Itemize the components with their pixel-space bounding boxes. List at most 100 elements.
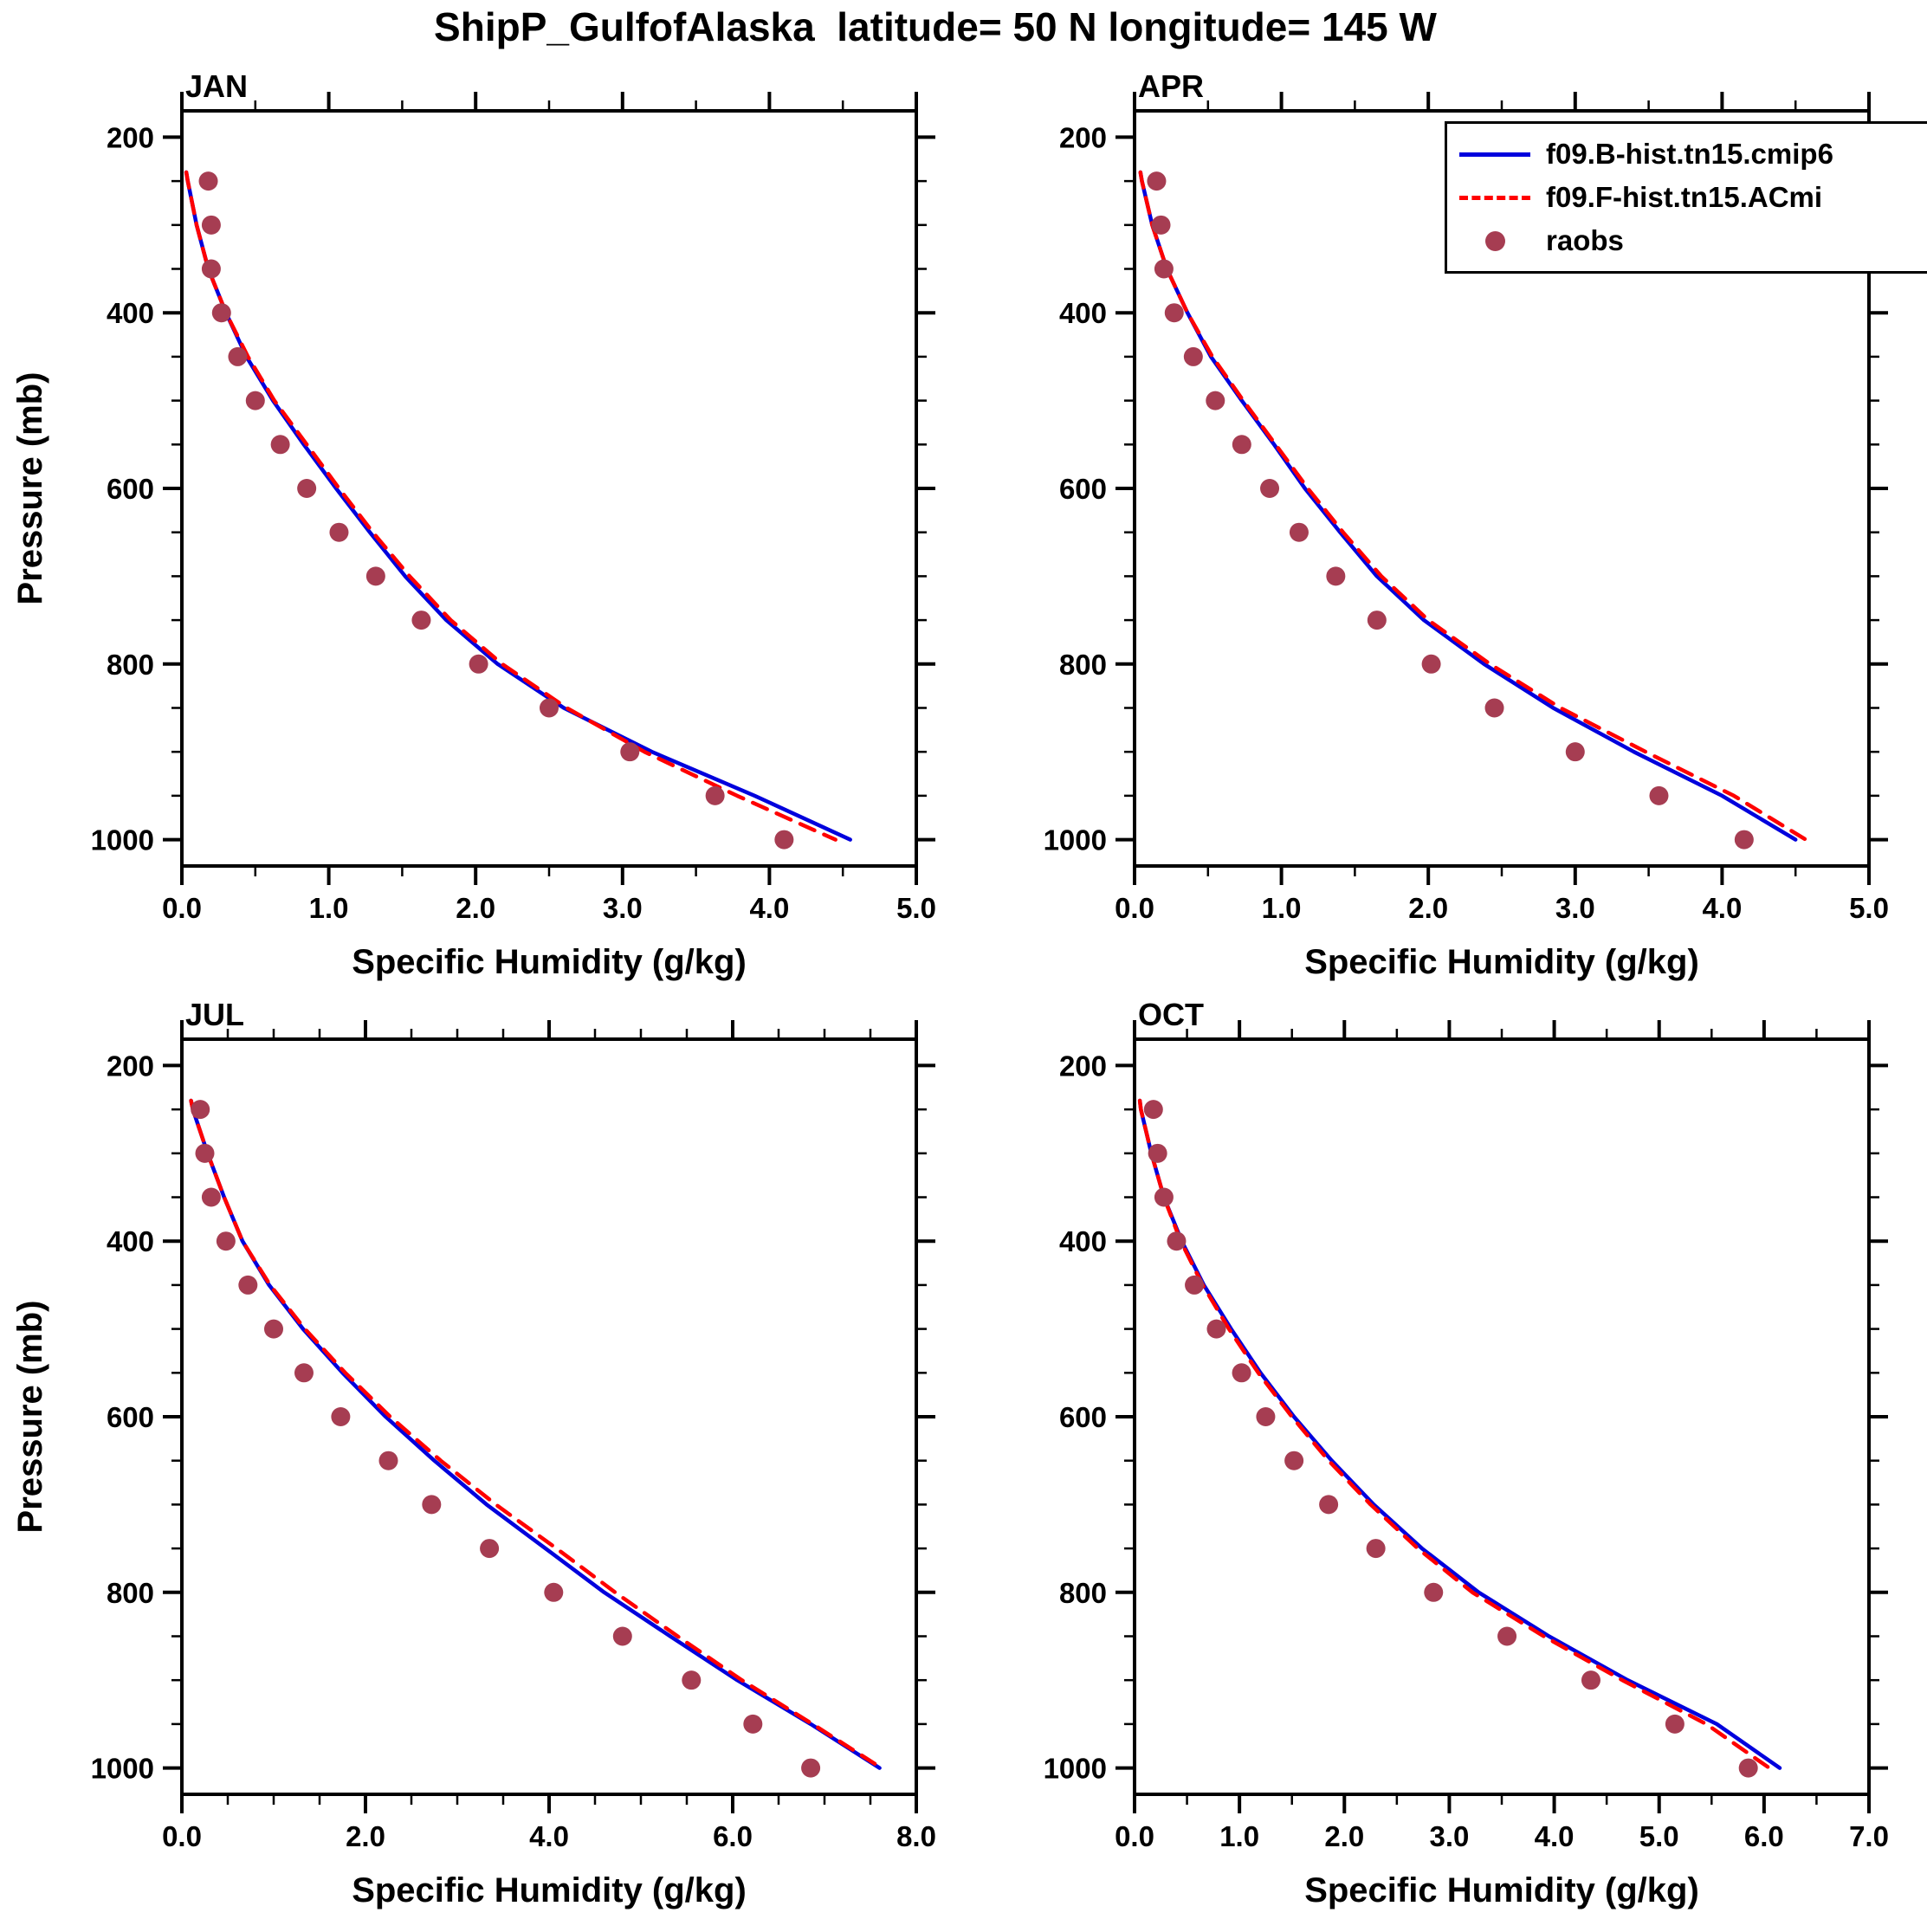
svg-text:4.0: 4.0 — [529, 1820, 569, 1852]
raobs-dot — [1206, 1319, 1226, 1339]
raobs-dot — [1154, 259, 1174, 279]
svg-text:1.0: 1.0 — [309, 892, 349, 924]
raobs-dot — [705, 785, 725, 805]
svg-text:4.0: 4.0 — [749, 892, 789, 924]
raobs-dot — [378, 1451, 398, 1470]
raobs-dot — [1256, 1407, 1276, 1426]
raobs-dot — [1421, 654, 1441, 674]
raobs-dot — [1154, 1187, 1174, 1207]
raobs-dot — [191, 1100, 210, 1120]
svg-text:2.0: 2.0 — [456, 892, 495, 924]
svg-text:600: 600 — [1059, 473, 1107, 505]
svg-text:2.0: 2.0 — [346, 1820, 385, 1852]
raobs-dot — [329, 522, 349, 542]
svg-text:600: 600 — [107, 1401, 154, 1433]
svg-text:3.0: 3.0 — [1429, 1820, 1469, 1852]
svg-text:600: 600 — [1059, 1401, 1107, 1433]
svg-text:6.0: 6.0 — [713, 1820, 753, 1852]
raobs-dot — [1167, 1231, 1187, 1251]
svg-text:2.0: 2.0 — [1408, 892, 1448, 924]
raobs-dot — [1206, 391, 1225, 410]
raobs-dot — [422, 1495, 442, 1515]
legend-dashed-line-sample — [1459, 195, 1530, 200]
raobs-dot — [195, 1143, 215, 1163]
svg-text:Specific Humidity (g/kg): Specific Humidity (g/kg) — [1304, 943, 1699, 981]
panel-oct: 200 400 600 800 1000 0.0 1.0 2.0 3.0 4.0 5.0 6.0 7.0… — [1044, 997, 1889, 1909]
svg-text:800: 800 — [107, 649, 154, 681]
raobs-dot — [774, 830, 794, 850]
svg-text:2.0: 2.0 — [1324, 1820, 1364, 1852]
legend-label-raobs: raobs — [1546, 224, 1624, 256]
raobs-dot — [365, 566, 385, 586]
svg-text:1000: 1000 — [1044, 1753, 1107, 1785]
legend-label-model-b: f09.B-hist.tn15.cmip6 — [1546, 138, 1833, 170]
panel-jul: 200 400 600 800 1000 0.0 2.0 4.0 6.0 8.0 JUL Specif… — [11, 997, 936, 1909]
raobs-dot — [238, 1275, 258, 1295]
raobs-dot — [612, 1626, 632, 1646]
svg-text:400: 400 — [107, 1225, 154, 1257]
svg-text:800: 800 — [1059, 1577, 1107, 1609]
legend-dot-sample — [1459, 230, 1530, 251]
svg-text:200: 200 — [107, 1050, 154, 1082]
raobs-dot — [1565, 742, 1585, 762]
svg-text:200: 200 — [107, 121, 154, 153]
raobs-dot — [1289, 522, 1309, 542]
raobs-dot — [1143, 1100, 1163, 1120]
legend-label-model-f: f09.F-hist.tn15.ACmi — [1546, 181, 1823, 213]
raobs-dot — [1649, 785, 1669, 805]
raobs-dot — [620, 742, 640, 762]
raobs-dot — [245, 391, 265, 410]
raobs-dot — [1232, 435, 1251, 455]
raobs-dot — [1484, 698, 1504, 718]
raobs-dot — [198, 171, 218, 191]
svg-text:200: 200 — [1059, 121, 1107, 153]
svg-text:400: 400 — [1059, 1225, 1107, 1257]
svg-text:800: 800 — [1059, 649, 1107, 681]
panel-jan: 200 400 600 800 1000 0.0 1.0 2.0 3.0 4.0 5.0 JAN Spe… — [11, 68, 936, 981]
raobs-dot — [480, 1539, 500, 1559]
raobs-dot — [331, 1407, 351, 1426]
raobs-dot — [1319, 1495, 1339, 1515]
raobs-dot — [1367, 611, 1387, 630]
raobs-dot — [1665, 1714, 1685, 1734]
legend-entry-model-f: f09.F-hist.tn15.ACmi — [1459, 176, 1927, 219]
raobs-dot — [201, 259, 221, 279]
svg-text:1000: 1000 — [91, 1753, 154, 1785]
raobs-dot — [270, 435, 290, 455]
legend-entry-model-b: f09.B-hist.tn15.cmip6 — [1459, 132, 1927, 176]
svg-text:Specific Humidity (g/kg): Specific Humidity (g/kg) — [352, 943, 747, 981]
svg-text:400: 400 — [107, 297, 154, 329]
raobs-dot — [743, 1714, 763, 1734]
raobs-dot — [469, 654, 488, 674]
svg-text:400: 400 — [1059, 297, 1107, 329]
svg-text:Specific Humidity (g/kg): Specific Humidity (g/kg) — [352, 1871, 747, 1909]
svg-text:APR: APR — [1138, 68, 1204, 104]
raobs-dot — [1284, 1451, 1304, 1470]
raobs-dot — [1183, 346, 1203, 366]
raobs-dot — [682, 1670, 702, 1690]
svg-text:1000: 1000 — [91, 824, 154, 856]
svg-text:JUL: JUL — [185, 997, 244, 1032]
raobs-dot — [1734, 830, 1754, 850]
svg-text:5.0: 5.0 — [1639, 1820, 1679, 1852]
svg-text:8.0: 8.0 — [896, 1820, 936, 1852]
raobs-dot — [1185, 1275, 1205, 1295]
svg-text:5.0: 5.0 — [1849, 892, 1889, 924]
svg-text:0.0: 0.0 — [162, 1820, 202, 1852]
raobs-dot — [544, 1582, 564, 1602]
raobs-dot — [1497, 1626, 1517, 1646]
panel-apr: 200 400 600 800 1000 0.0 1.0 2.0 3.0 4.0 5.0 APR Spe… — [1044, 68, 1889, 981]
raobs-dot — [297, 479, 317, 498]
svg-text:0.0: 0.0 — [1115, 1820, 1154, 1852]
svg-text:1.0: 1.0 — [1219, 1820, 1259, 1852]
svg-text:3.0: 3.0 — [1555, 892, 1595, 924]
svg-text:0.0: 0.0 — [1115, 892, 1154, 924]
raobs-dot — [201, 215, 221, 235]
raobs-dot — [1164, 303, 1184, 323]
raobs-dot — [228, 346, 248, 366]
svg-text:OCT: OCT — [1138, 997, 1204, 1032]
figure-title: ShipP_GulfofAlaska latitude= 50 N longit… — [434, 4, 1437, 49]
legend: f09.B-hist.tn15.cmip6 f09.F-hist.tn15.AC… — [1445, 121, 1927, 274]
raobs-dot — [211, 303, 231, 323]
